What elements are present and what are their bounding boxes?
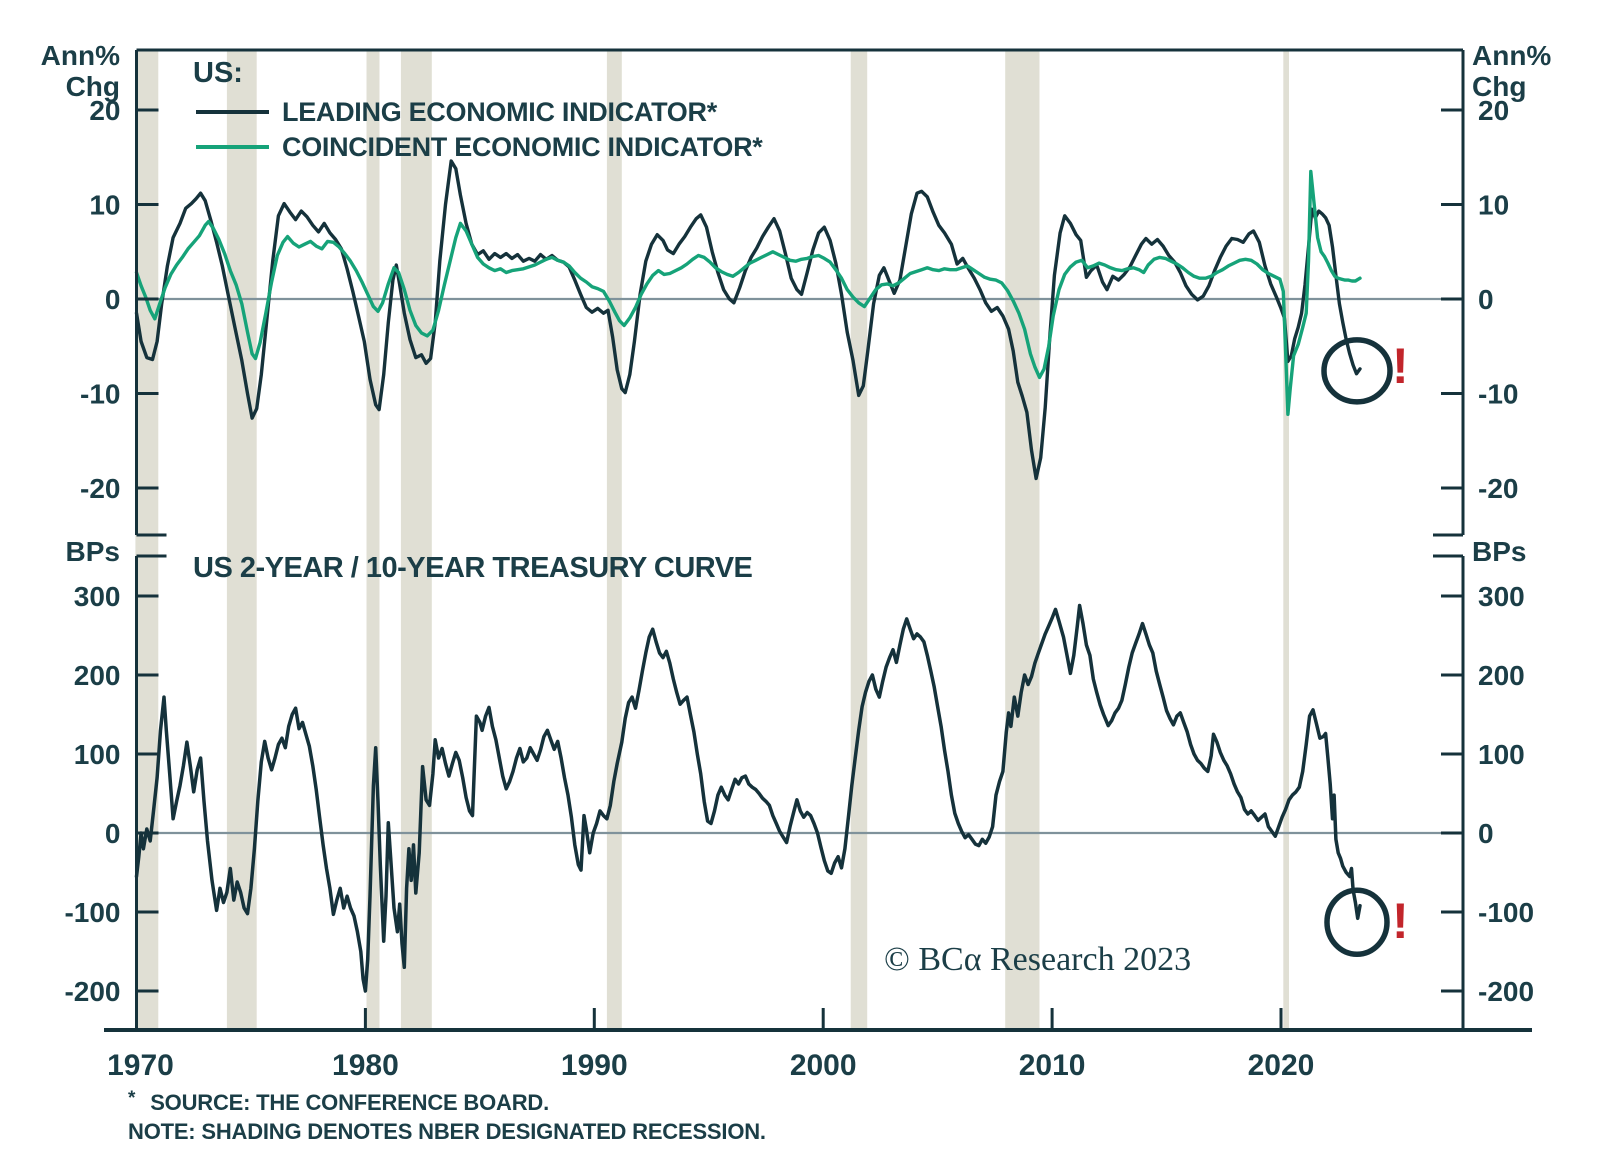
y-tick-label-left: -200 — [64, 976, 120, 1007]
y-tick-label-right: 20 — [1478, 95, 1509, 126]
legend-swatch-coincident — [196, 145, 269, 149]
recession-band — [850, 50, 868, 1030]
bottom-right-axis-unit: BPs — [1472, 536, 1526, 567]
top-left-axis-unit: Ann% Chg — [28, 40, 120, 102]
y-tick-label-right: 10 — [1478, 190, 1509, 221]
legend-swatch-leading — [196, 110, 269, 114]
y-tick-label-left: 300 — [74, 581, 121, 612]
y-tick-label-right: -200 — [1478, 976, 1534, 1007]
alert-circle-bottom — [1324, 887, 1390, 958]
alert-circle-top — [1321, 337, 1393, 405]
y-tick-label-right: -10 — [1478, 379, 1518, 410]
x-tick-label: 1990 — [561, 1049, 628, 1082]
x-tick-label: 1970 — [107, 1049, 174, 1082]
recession-band — [1283, 50, 1289, 1030]
leading-indicator-line — [134, 159, 1362, 481]
axis-unit-line: Ann% — [1472, 40, 1552, 71]
coincident-indicator-line — [134, 169, 1362, 416]
axis-unit-line: Chg — [65, 71, 120, 102]
x-tick-label: 2000 — [790, 1049, 857, 1082]
alert-exclamation-bottom: ! — [1392, 893, 1409, 949]
y-tick-label-left: 0 — [105, 284, 121, 315]
axis-unit-line: BPs — [1472, 536, 1527, 567]
y-tick-label-right: 100 — [1478, 739, 1525, 770]
y-tick-label-right: 0 — [1478, 818, 1494, 849]
y-tick-label-left: 0 — [105, 818, 121, 849]
footnote-source-text: SOURCE: THE CONFERENCE BOARD. — [150, 1090, 549, 1115]
y-tick-label-right: 300 — [1478, 581, 1525, 612]
x-tick-label: 1980 — [332, 1049, 399, 1082]
alert-exclamation-top: ! — [1392, 338, 1409, 394]
footnote-source: * SOURCE: THE CONFERENCE BOARD. — [128, 1088, 549, 1116]
bottom-left-axis-unit: BPs — [28, 536, 120, 567]
y-tick-label-right: -100 — [1478, 897, 1534, 928]
x-tick-label: 2010 — [1019, 1049, 1086, 1082]
y-tick-label-left: -20 — [80, 473, 120, 504]
axis-unit-line: Chg — [1472, 71, 1527, 102]
x-tick-label: 2020 — [1248, 1049, 1315, 1082]
y-tick-label-left: 200 — [74, 660, 121, 691]
legend-label-coincident: COINCIDENT ECONOMIC INDICATOR* — [282, 132, 763, 162]
legend-label-leading: LEADING ECONOMIC INDICATOR* — [282, 97, 717, 127]
y-tick-label-left: -100 — [64, 897, 120, 928]
bottom-panel-title: US 2-YEAR / 10-YEAR TREASURY CURVE — [193, 552, 753, 584]
y-tick-label-left: 10 — [89, 190, 120, 221]
recession-band — [135, 50, 159, 1030]
y-tick-label-left: 20 — [89, 95, 120, 126]
copyright-text: © BCα Research 2023 — [884, 941, 1192, 978]
footnote-note: NOTE: SHADING DENOTES NBER DESIGNATED RE… — [128, 1119, 766, 1144]
axis-unit-line: BPs — [65, 536, 120, 567]
y-tick-label-right: 200 — [1478, 660, 1525, 691]
footnote-marker: * — [128, 1088, 136, 1109]
recession-band — [1005, 50, 1040, 1030]
treasury-curve-line — [134, 603, 1362, 993]
y-tick-label-right: 0 — [1478, 284, 1494, 315]
recession-band — [606, 50, 622, 1030]
legend-title: US: — [193, 57, 243, 89]
recession-band — [366, 50, 380, 1030]
top-right-axis-unit: Ann% Chg — [1472, 40, 1551, 102]
y-tick-label-left: 100 — [74, 739, 121, 770]
y-tick-label-right: -20 — [1478, 473, 1518, 504]
y-tick-label-left: -10 — [80, 379, 120, 410]
axis-unit-line: Ann% — [40, 40, 120, 71]
